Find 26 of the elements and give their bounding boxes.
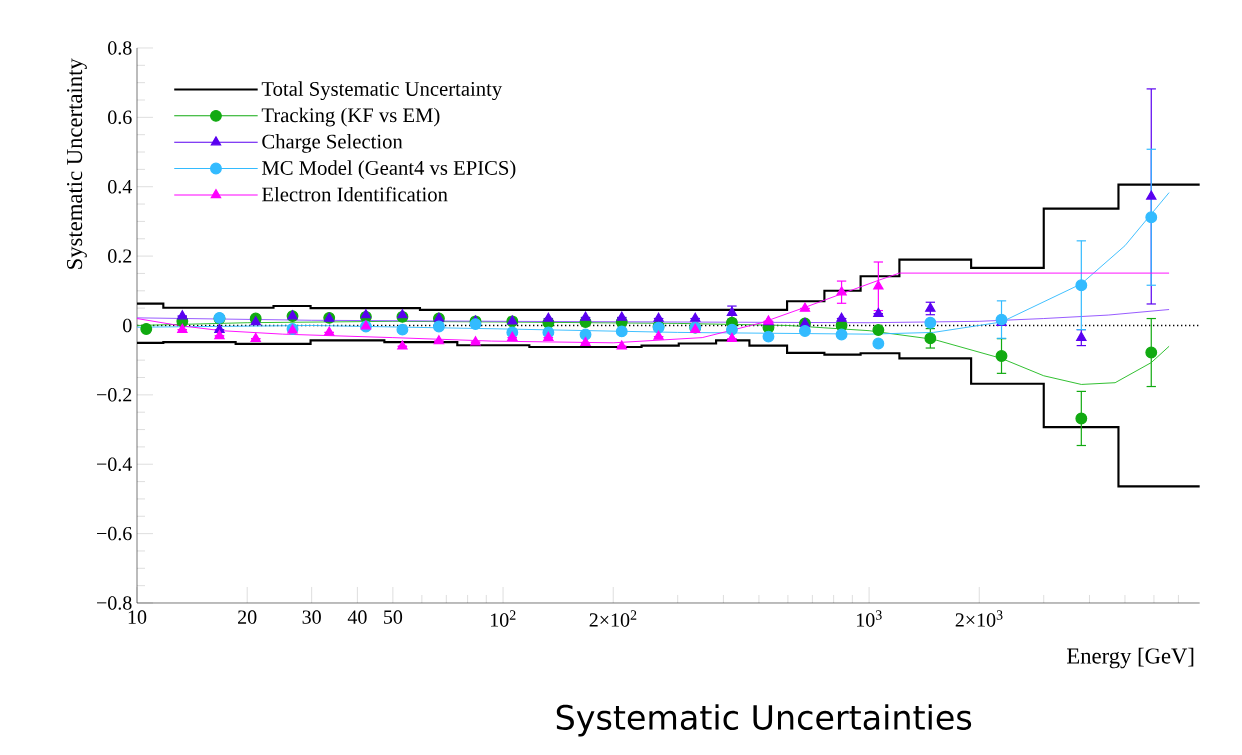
x-tick-label: 2×10$^{2}$ [589,610,637,627]
legend-label: Charge Selection [262,134,403,153]
x-tick-label: 10$^{3}$ [857,610,882,627]
y-tick-label: 0.4 [108,179,132,194]
legend-label: Electron Identification [262,186,448,202]
legend-label: MC Model (Geant4 vs EPICS) [262,160,516,180]
y-tick-label: 0.6 [108,110,132,125]
text: Systematic Uncertainties [556,704,972,737]
x-tick-label: 50 [384,610,403,624]
y-tick-label: −0.8 [97,596,132,610]
y-tick-label: −0.2 [97,388,132,402]
y-tick-label: 0.8 [108,41,132,55]
y-tick-label: 0.2 [108,249,132,263]
y-tick-label: −0.6 [97,526,132,541]
x-tick-label: 30 [302,610,321,624]
y-tick-label: −0.4 [97,457,132,472]
x-axis-title: Energy [GeV] [1067,647,1194,669]
y-tick-label: 0 [123,318,132,333]
x-tick-label: 2×10$^{3}$ [955,610,1003,627]
x-tick-label: 10$^{2}$ [490,610,516,627]
x-tick-label: 10 [128,610,147,624]
x-tick-label: 20 [238,610,257,624]
legend-label: Tracking (KF vs EM) [261,107,440,127]
y-axis-title: Systematic Uncertainty [66,58,87,269]
legend-label: Total Systematic Uncertainty [261,81,503,101]
x-tick-label: 40 [347,610,367,624]
